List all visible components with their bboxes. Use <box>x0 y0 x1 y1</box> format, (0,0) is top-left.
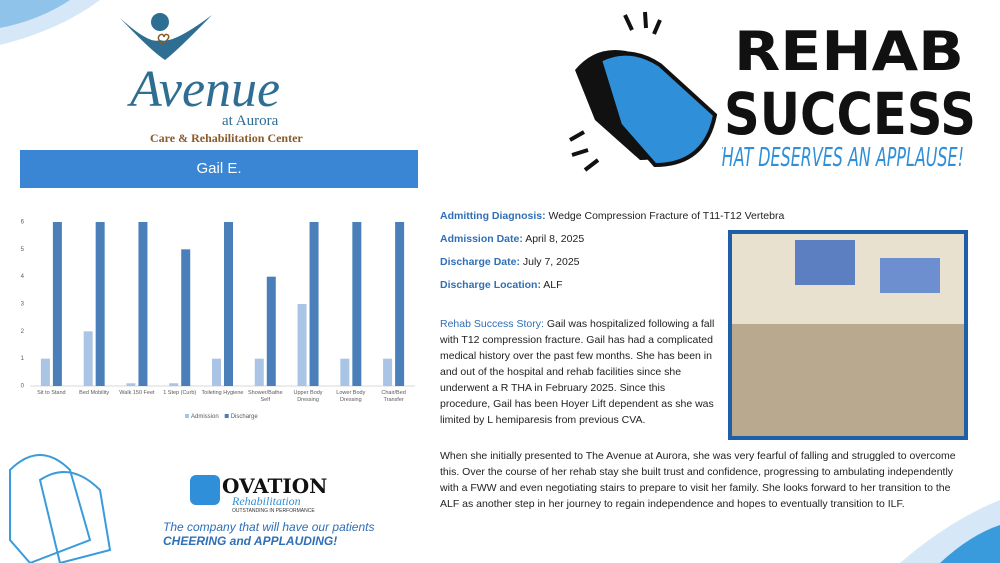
detail-row: Admission Date: April 8, 2025 <box>440 233 784 256</box>
bar <box>395 222 405 386</box>
bar <box>340 358 350 386</box>
x-tick-label: Upper Body Dressing <box>293 390 323 403</box>
x-tick-label: Bed Mobility <box>79 390 110 396</box>
patient-banner: Gail E. <box>20 150 418 188</box>
detail-row: Discharge Location: ALF <box>440 279 784 302</box>
bar <box>169 383 179 386</box>
detail-value: Wedge Compression Fracture of T11-T12 Ve… <box>548 210 785 222</box>
bar <box>95 222 105 386</box>
legend-swatch <box>185 414 189 418</box>
hand-icon <box>597 51 718 168</box>
applause-art <box>9 454 92 563</box>
story: Rehab Success Story: Gail was hospitaliz… <box>440 316 715 428</box>
y-tick-label: 2 <box>21 329 25 335</box>
y-tick-label: 1 <box>21 356 25 362</box>
bar <box>266 276 276 386</box>
chart-area: 0 1 2 3 4 5 6 Admission Discharge Sit to Stand Be… <box>0 0 440 440</box>
footer-brand: OVATION <box>222 474 328 498</box>
legend-label: Admission <box>191 414 219 420</box>
bar <box>309 222 319 386</box>
logo-name: Avenue <box>130 61 281 118</box>
detail-value: April 8, 2025 <box>525 233 585 245</box>
story-text: Gail was hospitalized following a fall w… <box>440 318 715 426</box>
legend-label: Discharge <box>231 414 259 420</box>
y-tick-label: 0 <box>21 384 25 390</box>
story-continued: When she initially presented to The Aven… <box>440 450 956 510</box>
y-tick-label: 6 <box>21 220 25 226</box>
footer-brand-sub: Rehabilitation <box>232 494 301 508</box>
applause-art <box>38 471 112 563</box>
clap-lines <box>569 11 662 172</box>
detail-label: Discharge Location: <box>440 279 541 291</box>
photo-art <box>880 258 940 293</box>
logo-arms <box>120 15 212 60</box>
legend-swatch <box>224 414 229 418</box>
x-tick-label: Sit to Stand <box>37 390 66 396</box>
bar <box>181 249 191 386</box>
detail-label: Admission Date: <box>440 233 523 245</box>
bar <box>126 383 136 386</box>
x-tick-label: Lower Body Dressing <box>336 390 366 403</box>
bar <box>138 222 148 386</box>
headline-line: THAT DESERVES AN APPLAUSE! <box>722 143 964 173</box>
headline-line: REHAB <box>734 22 964 83</box>
y-tick-label: 5 <box>21 247 25 253</box>
detail-value: ALF <box>543 279 563 291</box>
footer-tagline: The company that will have our patients <box>163 520 375 534</box>
bar <box>352 222 362 386</box>
bar <box>83 331 93 386</box>
detail-label: Discharge Date: <box>440 256 520 268</box>
headline-line: SUCCESS <box>724 80 976 148</box>
bar <box>383 358 393 386</box>
x-tick-label: Shower/Bathe Self <box>247 390 283 403</box>
headline: REHAB SUCCESS THAT DESERVES AN APPLAUSE! <box>722 22 976 173</box>
bar <box>212 358 221 386</box>
ovation-icon <box>190 475 220 505</box>
x-tick-label: 1 Step (Curb) <box>163 390 197 396</box>
footer-tagline-emphasis: CHEERING and APPLAUDING! <box>163 534 338 548</box>
story-label: Rehab Success Story: <box>440 318 544 330</box>
x-tick-label: Walk 150 Feet <box>119 390 155 396</box>
bar <box>40 358 50 386</box>
bar <box>297 304 307 386</box>
bar <box>52 222 62 386</box>
bar <box>224 222 233 386</box>
detail-row: Admitting Diagnosis: Wedge Compression F… <box>440 210 784 233</box>
x-tick-label: Chair/Bed Transfer <box>381 390 406 403</box>
corner-swoosh <box>0 0 70 28</box>
chart: 0 1 2 3 4 5 6 Admission Discharge <box>21 220 415 420</box>
y-tick-label: 3 <box>21 302 25 308</box>
detail-row: Discharge Date: July 7, 2025 <box>440 256 784 279</box>
logo-sub: at Aurora <box>222 113 279 129</box>
footer-motto: OUTSTANDING IN PERFORMANCE <box>232 508 315 514</box>
x-tick-label: Toileting Hygiene <box>201 390 244 396</box>
bar <box>254 358 264 386</box>
logo-head <box>151 13 169 31</box>
y-tick-label: 4 <box>21 274 25 280</box>
detail-value: July 7, 2025 <box>522 256 580 268</box>
detail-label: Admitting Diagnosis: <box>440 210 546 222</box>
corner-swoosh <box>940 525 1000 563</box>
logo-tagline: Care & Rehabilitation Center <box>150 131 303 145</box>
logo-heart <box>157 33 170 45</box>
photo-art <box>795 240 855 285</box>
